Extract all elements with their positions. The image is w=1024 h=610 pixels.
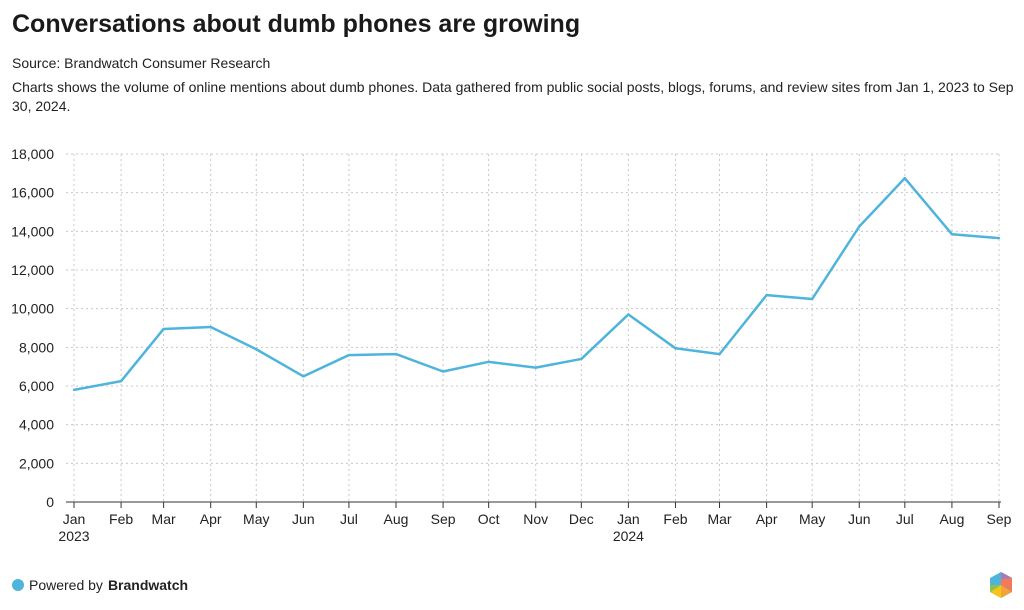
data-point bbox=[950, 233, 954, 236]
x-tick-label: Apr bbox=[756, 511, 778, 527]
x-tick-label: Sep bbox=[431, 511, 456, 527]
x-tick-label: Aug bbox=[939, 511, 964, 527]
data-point bbox=[765, 293, 768, 297]
x-tick-label: Feb bbox=[109, 511, 133, 527]
x-tick-label: Jul bbox=[896, 511, 914, 527]
x-tick-label: Nov bbox=[523, 511, 548, 527]
data-point bbox=[347, 353, 351, 357]
data-point bbox=[255, 348, 258, 351]
x-tick-label: Jun bbox=[292, 511, 315, 527]
data-point bbox=[162, 327, 165, 331]
x-tick-label: Jan bbox=[63, 511, 86, 527]
x-tick-label: Apr bbox=[200, 511, 222, 527]
footer-brand[interactable]: Brandwatch bbox=[107, 577, 189, 593]
x-tick-label: Sep bbox=[987, 511, 1012, 527]
x-tick-year-label: 2023 bbox=[58, 528, 89, 544]
y-tick-label: 0 bbox=[46, 494, 54, 510]
x-tick-label: Dec bbox=[569, 511, 594, 527]
x-tick-label: Oct bbox=[478, 511, 500, 527]
data-point bbox=[580, 357, 583, 361]
data-point bbox=[718, 352, 721, 356]
x-tick-label: Mar bbox=[152, 511, 176, 527]
y-tick-label: 18,000 bbox=[11, 146, 54, 162]
series-line bbox=[73, 176, 1000, 392]
x-tick-label: May bbox=[243, 511, 269, 527]
y-tick-label: 10,000 bbox=[11, 301, 54, 317]
y-tick-label: 8,000 bbox=[19, 339, 54, 355]
x-tick-label: Jul bbox=[340, 511, 358, 527]
data-point bbox=[903, 176, 907, 180]
x-tick-label: Jun bbox=[848, 511, 871, 527]
data-point bbox=[302, 375, 305, 378]
data-point bbox=[487, 360, 490, 364]
data-point bbox=[997, 236, 1001, 240]
brandwatch-hexagon-logo bbox=[990, 572, 1012, 598]
data-point bbox=[119, 379, 123, 383]
data-point bbox=[810, 297, 814, 301]
data-point bbox=[441, 370, 445, 373]
data-point bbox=[209, 325, 212, 329]
data-point bbox=[394, 352, 398, 356]
data-point bbox=[72, 388, 76, 392]
data-point bbox=[674, 347, 677, 350]
y-tick-label: 6,000 bbox=[19, 378, 54, 394]
y-tick-label: 2,000 bbox=[19, 455, 54, 471]
data-point bbox=[858, 225, 861, 228]
data-point bbox=[534, 366, 537, 369]
chart-description: Charts shows the volume of online mentio… bbox=[12, 79, 1014, 114]
y-tick-label: 4,000 bbox=[19, 417, 54, 433]
y-tick-label: 16,000 bbox=[11, 185, 54, 201]
y-tick-label: 14,000 bbox=[11, 223, 54, 239]
x-tick-label: Feb bbox=[663, 511, 687, 527]
x-tick-label: Jan bbox=[617, 511, 640, 527]
y-tick-label: 12,000 bbox=[11, 262, 54, 278]
footer: Powered by Brandwatch bbox=[12, 577, 188, 593]
x-tick-year-label: 2024 bbox=[613, 528, 644, 544]
brandwatch-dot-icon bbox=[12, 579, 24, 591]
footer-prefix: Powered by bbox=[29, 577, 103, 593]
data-point bbox=[627, 313, 630, 316]
chart-title: Conversations about dumb phones are grow… bbox=[12, 10, 581, 38]
x-tick-label: May bbox=[799, 511, 825, 527]
chart-source: Source: Brandwatch Consumer Research bbox=[12, 55, 271, 71]
x-tick-label: Aug bbox=[384, 511, 409, 527]
x-tick-label: Mar bbox=[707, 511, 731, 527]
